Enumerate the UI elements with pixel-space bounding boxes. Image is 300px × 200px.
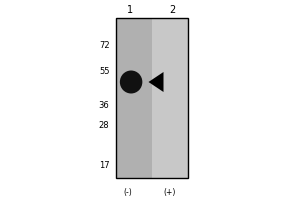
Bar: [152, 18, 188, 178]
Bar: [116, 18, 152, 178]
Text: 2: 2: [169, 5, 175, 15]
Bar: [116, 18, 188, 178]
Text: (+): (+): [163, 188, 176, 196]
Text: 55: 55: [99, 66, 110, 75]
Text: 1: 1: [128, 5, 134, 15]
Polygon shape: [148, 72, 164, 92]
Text: 36: 36: [99, 100, 110, 110]
Text: 28: 28: [99, 120, 110, 130]
Text: 72: 72: [99, 40, 110, 49]
Text: (-): (-): [123, 188, 132, 196]
Ellipse shape: [120, 71, 142, 94]
Text: 17: 17: [99, 160, 110, 170]
